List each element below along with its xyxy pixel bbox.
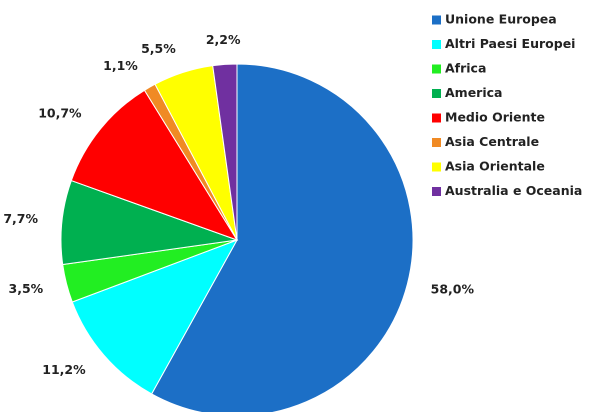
pie-slice [71,239,239,395]
data-label: 58,0% [431,282,475,297]
data-label: 1,1% [103,58,138,73]
legend-label: Asia Orientale [445,159,545,174]
legend-label: America [445,85,502,100]
legend-swatch [432,40,441,49]
legend-swatch [432,64,441,74]
legend-swatch [432,138,441,147]
legend-swatch [432,162,441,172]
legend-swatch [432,15,441,25]
legend-label: Africa [445,61,486,76]
legend-swatch [432,187,441,196]
data-label: 2,2% [206,32,241,47]
pie-slice [212,63,238,241]
data-label: 11,2% [42,362,86,377]
data-label: 5,5% [141,41,176,56]
legend-swatch [432,113,441,123]
legend-label: Medio Oriente [445,110,545,125]
legend-swatch [432,89,441,98]
data-label: 7,7% [3,211,38,226]
data-label: 3,5% [9,281,44,296]
legend-label: Unione Europea [445,12,557,27]
legend-label: Altri Paesi Europei [445,36,575,51]
legend-label: Australia e Oceania [445,183,582,198]
data-label: 10,7% [38,106,82,121]
legend-label: Asia Centrale [445,134,539,149]
pie-slice [150,63,414,412]
pie-slice [70,89,239,241]
